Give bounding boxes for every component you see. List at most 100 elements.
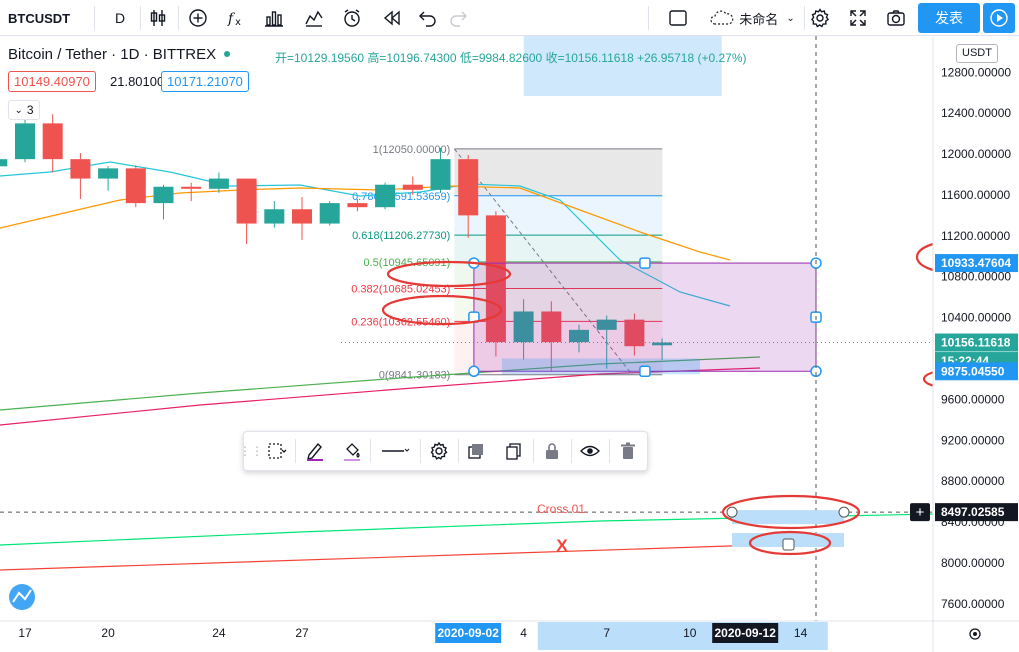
candle-body [125, 168, 146, 204]
sell-price-button[interactable]: 10149.40970 [8, 71, 96, 92]
fib-zone [454, 148, 663, 196]
trash-icon[interactable] [610, 434, 647, 468]
play-icon[interactable] [983, 3, 1015, 33]
fib-trend-line [453, 148, 633, 376]
eye-icon[interactable] [572, 434, 609, 468]
cloud-icon [709, 10, 735, 26]
x-tick-label: 10 [683, 626, 697, 640]
candle-body [541, 311, 562, 343]
undo-icon[interactable] [410, 0, 446, 36]
toolbar-divider [804, 6, 805, 30]
symbol-search[interactable]: BTCUSDT [8, 10, 71, 26]
candle-body [292, 209, 312, 224]
toolbar-divider [419, 439, 421, 463]
line-style-icon[interactable] [371, 434, 420, 468]
indicator-collapse-button[interactable]: ⌄ 3 [8, 100, 40, 120]
y-tick-label: 12400.00000 [941, 106, 1011, 120]
fib-zone [454, 235, 663, 262]
toolbar-divider [94, 6, 95, 30]
candle-body [347, 203, 368, 208]
candle-body [402, 184, 423, 190]
fib-level-label: 1(12050.00000) [373, 144, 451, 156]
camera-icon[interactable] [878, 0, 914, 36]
candle-body [70, 159, 91, 179]
chevron-down-icon: ⌄ [14, 104, 23, 116]
axis-settings-icon [969, 628, 981, 640]
currency-badge[interactable]: USDT [956, 44, 998, 63]
candle-body [153, 186, 174, 204]
cross-handle [726, 506, 738, 518]
trend-red-line [0, 367, 761, 426]
chevron-down-icon: ⌄ [786, 12, 795, 24]
x-tick-label: 24 [212, 626, 226, 640]
time-selection-band [523, 36, 722, 96]
price-axis-badge [935, 254, 1018, 273]
y-tick-label: 10800.00000 [941, 270, 1011, 284]
publish-button[interactable]: 发表 [918, 3, 980, 33]
fullscreen-icon[interactable] [840, 0, 876, 36]
trend-green-line [0, 356, 761, 411]
redo-icon[interactable] [440, 0, 476, 36]
svg-text:f: f [227, 11, 236, 27]
buy-price-button[interactable]: 10171.21070 [161, 71, 249, 92]
alert-icon[interactable] [334, 0, 370, 36]
toolbar-divider [295, 439, 297, 463]
candle-body [458, 159, 479, 216]
visual-order-icon[interactable] [459, 434, 496, 468]
drawing-handle [639, 257, 651, 269]
market-status-dot [224, 51, 231, 58]
compare-icon[interactable] [296, 0, 332, 36]
y-tick-label: 12800.00000 [941, 65, 1011, 79]
bar-chart-icon[interactable] [256, 0, 292, 36]
toolbar-divider [532, 439, 534, 463]
candle-body [375, 184, 396, 208]
drawing-handle [639, 365, 651, 378]
add-indicator-icon[interactable] [180, 0, 216, 36]
annotation-ellipse [721, 494, 861, 530]
annotation-ellipse [386, 260, 512, 288]
y-tick-label: 9600.00000 [941, 392, 1005, 406]
time-axis-highlight-label: 2020-09-12 [715, 626, 777, 640]
toolbar-divider [140, 6, 141, 30]
y-tick-label: 12000.00000 [941, 147, 1011, 161]
clone-icon[interactable] [496, 434, 533, 468]
toolbar-divider [370, 439, 372, 463]
candle-body [319, 203, 340, 224]
candles-icon[interactable] [140, 0, 176, 36]
candle-body [264, 209, 285, 224]
x-tick-label: 27 [295, 626, 309, 640]
x-tick-label: 14 [794, 626, 808, 640]
interval-button[interactable]: D [114, 10, 126, 26]
svg-text:x: x [235, 17, 241, 28]
drawing-handle [468, 365, 480, 378]
y-tick-label: 9200.00000 [941, 433, 1005, 447]
fill-icon[interactable] [333, 434, 370, 468]
pencil-icon[interactable] [296, 434, 333, 468]
spread-value: 21.80100 [104, 71, 171, 92]
lock-icon[interactable] [534, 434, 571, 468]
candle-body [652, 342, 673, 346]
y-tick-label: 7600.00000 [941, 597, 1005, 611]
template-icon[interactable] [258, 434, 295, 468]
fib-level-label: 0.5(10945.65091) [363, 257, 450, 269]
ohlc-values: 开=10129.19560 高=10196.74300 低=9984.82600… [275, 51, 747, 65]
y-tick-label: 11600.00000 [941, 188, 1011, 202]
layout-selector[interactable]: 未命名 ⌄ [700, 0, 804, 36]
price-axis-badge [935, 333, 1018, 352]
drag-handle-icon[interactable]: ⋮⋮ [239, 444, 263, 458]
settings-icon[interactable] [802, 0, 838, 36]
annotation-ellipse [381, 294, 503, 326]
x-marker: X [556, 536, 568, 555]
replay-icon[interactable] [374, 0, 410, 36]
time-axis-highlight [435, 623, 502, 643]
price-axis-badge [935, 362, 1018, 381]
price-axis-badge-label: 9875.04550 [941, 364, 1005, 378]
symbol-title: Bitcoin / Tether · 1D · BITTREX [8, 46, 217, 63]
price-chart[interactable]: 1(12050.00000) 0.786(11591.53659) 0.618(11… [0, 36, 1019, 652]
toolbar-divider [608, 439, 610, 463]
candle-body [236, 178, 257, 224]
fullscreen-box-icon[interactable] [660, 0, 696, 36]
settings-icon[interactable] [421, 434, 458, 468]
